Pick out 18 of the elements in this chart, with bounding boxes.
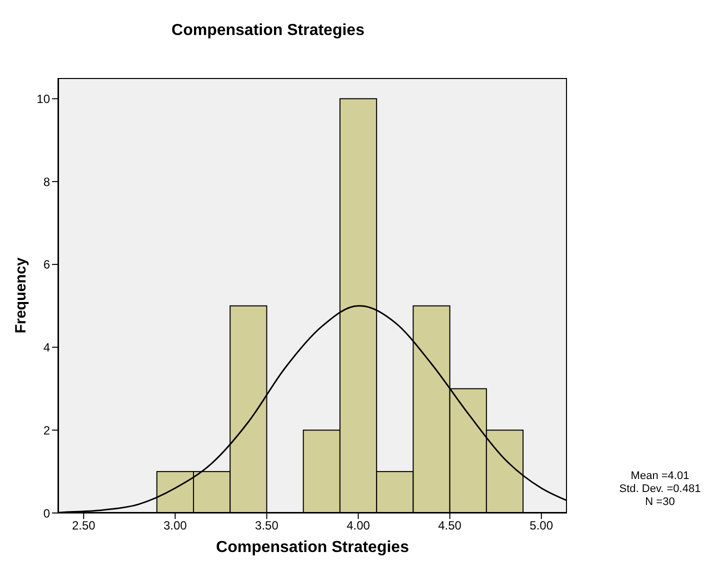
x-tick-label: 4.50 xyxy=(438,518,462,533)
x-tick-label: 3.50 xyxy=(255,518,279,533)
y-tick-label: 8 xyxy=(43,174,50,189)
text: Std. Dev. =0.481 xyxy=(618,483,702,496)
x-tick-label: 2.50 xyxy=(72,518,96,533)
chart-title: Compensation Strategies xyxy=(170,22,366,40)
y-axis-title: Frequency xyxy=(12,256,30,334)
text: N =30 xyxy=(644,496,676,509)
y-tick-label: 4 xyxy=(43,340,50,355)
x-tick-label: 5.00 xyxy=(530,518,554,533)
y-tick-label: 2 xyxy=(43,423,50,438)
x-axis-title: Compensation Strategies xyxy=(216,539,410,556)
x-tick-label: 4.00 xyxy=(346,518,370,533)
x-tick-label: 3.00 xyxy=(164,518,188,533)
y-tick-label: 10 xyxy=(36,92,50,106)
text: Mean =4.01 xyxy=(630,470,690,483)
y-tick-label: 6 xyxy=(43,258,50,272)
y-tick-label: 0 xyxy=(43,506,50,520)
